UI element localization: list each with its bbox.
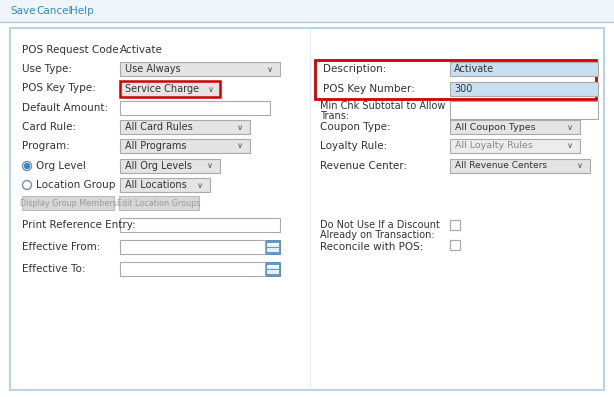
Text: ∨: ∨ — [197, 181, 203, 189]
Text: Effective From:: Effective From: — [22, 242, 100, 252]
Bar — [120, 178, 210, 192]
Text: ∨: ∨ — [237, 141, 243, 150]
Bar — [315, 60, 596, 99]
Text: Revenue Center:: Revenue Center: — [320, 161, 407, 171]
Text: Location Group: Location Group — [36, 180, 115, 190]
Text: ∨: ∨ — [207, 162, 213, 170]
Text: POS Request Code:: POS Request Code: — [22, 45, 122, 55]
Bar — [273, 270, 279, 272]
Text: Do Not Use If a Discount: Do Not Use If a Discount — [320, 220, 440, 230]
Text: Activate: Activate — [120, 45, 163, 55]
Text: Cancel: Cancel — [36, 6, 71, 16]
Text: Edit Location Groups: Edit Location Groups — [117, 198, 201, 208]
Text: Service Charge: Service Charge — [125, 84, 199, 94]
Bar — [450, 82, 598, 96]
Circle shape — [23, 181, 31, 189]
Text: Already on Transaction:: Already on Transaction: — [320, 230, 435, 240]
Text: Trans:: Trans: — [320, 111, 349, 121]
Bar — [267, 265, 279, 266]
Bar — [22, 196, 114, 210]
Text: Org Level: Org Level — [36, 161, 86, 171]
Bar — [120, 218, 280, 232]
Text: 300: 300 — [454, 84, 472, 94]
Text: Default Amount:: Default Amount: — [22, 103, 108, 113]
Bar — [120, 240, 265, 254]
Bar — [267, 243, 279, 245]
Bar — [267, 272, 273, 274]
Text: Activate: Activate — [454, 64, 494, 74]
Bar — [120, 120, 250, 134]
Text: Effective To:: Effective To: — [22, 264, 85, 274]
Bar — [120, 81, 220, 97]
Text: Card Rule:: Card Rule: — [22, 122, 76, 132]
Text: All Loyalty Rules: All Loyalty Rules — [455, 141, 533, 150]
Text: ∨: ∨ — [267, 64, 273, 73]
Text: ∨: ∨ — [208, 85, 214, 94]
Bar — [273, 267, 279, 269]
Bar — [0, 0, 614, 22]
Text: POS Key Number:: POS Key Number: — [323, 84, 414, 94]
Bar — [267, 270, 273, 272]
Text: Loyalty Rule:: Loyalty Rule: — [320, 141, 387, 151]
Bar — [273, 250, 279, 252]
Bar — [120, 139, 250, 153]
Circle shape — [23, 162, 31, 170]
Text: ∨: ∨ — [577, 162, 583, 170]
Bar — [273, 245, 279, 247]
Text: Use Type:: Use Type: — [22, 64, 72, 74]
Bar — [450, 120, 580, 134]
Text: All Programs: All Programs — [125, 141, 187, 151]
Bar — [266, 240, 280, 254]
Bar — [266, 262, 280, 276]
Text: All Card Rules: All Card Rules — [125, 122, 193, 132]
Text: All Coupon Types: All Coupon Types — [455, 123, 535, 131]
Text: ∨: ∨ — [567, 123, 573, 131]
Text: Display Group Members: Display Group Members — [20, 198, 117, 208]
Bar — [450, 159, 590, 173]
Text: Reconcile with POS:: Reconcile with POS: — [320, 242, 424, 252]
Bar — [273, 247, 279, 249]
Text: Description:: Description: — [323, 64, 386, 74]
Circle shape — [25, 164, 29, 168]
Bar — [120, 262, 265, 276]
Text: POS Key Type:: POS Key Type: — [22, 83, 96, 93]
Bar — [267, 245, 273, 247]
Bar — [267, 250, 273, 252]
Bar — [120, 101, 270, 115]
Bar — [119, 196, 199, 210]
Bar — [273, 272, 279, 274]
Bar — [267, 267, 273, 269]
Bar — [120, 62, 280, 76]
Bar — [450, 220, 460, 230]
Bar — [450, 240, 460, 250]
Text: All Org Levels: All Org Levels — [125, 161, 192, 171]
Text: ∨: ∨ — [237, 123, 243, 131]
Text: Save: Save — [10, 6, 36, 16]
Text: Print Reference Entry:: Print Reference Entry: — [22, 220, 136, 230]
Bar — [450, 101, 598, 119]
Bar — [450, 62, 598, 76]
Bar — [267, 247, 273, 249]
Text: All Revenue Centers: All Revenue Centers — [455, 162, 547, 170]
Text: Help: Help — [70, 6, 94, 16]
Bar — [120, 159, 220, 173]
Text: Program:: Program: — [22, 141, 70, 151]
Text: Coupon Type:: Coupon Type: — [320, 122, 391, 132]
Bar — [450, 139, 580, 153]
Text: Min Chk Subtotal to Allow: Min Chk Subtotal to Allow — [320, 101, 445, 111]
Text: All Locations: All Locations — [125, 180, 187, 190]
Text: ∨: ∨ — [567, 141, 573, 150]
Text: Use Always: Use Always — [125, 64, 181, 74]
